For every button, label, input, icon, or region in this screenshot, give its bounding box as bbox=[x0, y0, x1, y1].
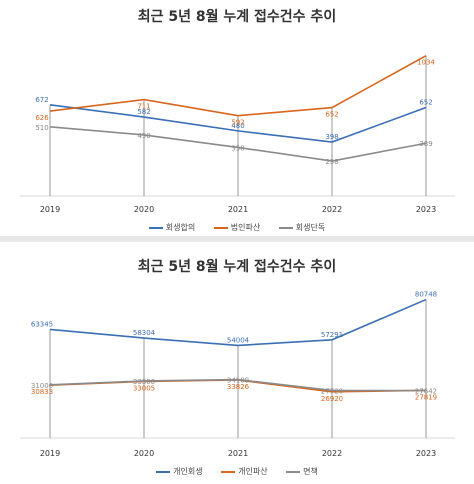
x-tick-label: 2022 bbox=[322, 205, 342, 214]
series-line-1 bbox=[49, 55, 427, 117]
data-label: 672 bbox=[35, 96, 48, 104]
legend-label: 회생합의 bbox=[165, 223, 196, 232]
x-tick-label: 2020 bbox=[134, 449, 154, 458]
x-tick-label: 2020 bbox=[134, 205, 154, 214]
data-label: 57291 bbox=[321, 331, 343, 339]
data-label: 30833 bbox=[31, 388, 53, 396]
data-label: 26920 bbox=[321, 395, 343, 403]
legend-swatch bbox=[278, 226, 293, 229]
data-label: 450 bbox=[137, 132, 150, 140]
data-label: 54004 bbox=[227, 336, 250, 344]
legend-label: 회생단독 bbox=[295, 223, 326, 232]
legend-swatch bbox=[156, 470, 171, 473]
line-chart-1: 2019 2020 2021 2022 2023 672 582 480 398 652 626 71… bbox=[20, 55, 455, 214]
legend-label: 법인파산 bbox=[230, 223, 261, 232]
data-label: 34100 bbox=[227, 377, 249, 385]
data-label: 398 bbox=[325, 133, 338, 141]
data-label: 63345 bbox=[31, 320, 53, 328]
data-label: 58304 bbox=[133, 329, 156, 337]
x-tick-label: 2022 bbox=[322, 449, 342, 458]
legend-swatch bbox=[148, 226, 163, 229]
x-tick-label: 2023 bbox=[416, 449, 436, 458]
data-label: 480 bbox=[231, 122, 244, 130]
x-tick-label: 2021 bbox=[228, 205, 248, 214]
series-line-0 bbox=[49, 298, 427, 347]
legend-label: 개인파산 bbox=[238, 467, 268, 476]
legend-swatch bbox=[221, 470, 236, 473]
series-line-2 bbox=[49, 378, 427, 392]
data-label: 358 bbox=[231, 144, 244, 152]
x-tick-label: 2023 bbox=[416, 205, 436, 214]
data-label: 27642 bbox=[415, 388, 437, 396]
x-tick-label: 2021 bbox=[228, 449, 248, 458]
x-tick-label: 2019 bbox=[40, 205, 60, 214]
data-label: 80748 bbox=[415, 291, 437, 299]
chart-title-2: 최근 5년 8월 누계 접수건수 추이 bbox=[137, 259, 337, 275]
data-label: 27819 bbox=[415, 393, 437, 401]
data-label: 652 bbox=[419, 99, 432, 107]
chart-title-1: 최근 5년 8월 누계 접수건수 추이 bbox=[137, 9, 337, 25]
data-label: 33826 bbox=[227, 383, 250, 391]
data-label: 652 bbox=[325, 111, 338, 119]
line-chart-2: 2019 2020 2021 2022 2023 63345 58304 54004 57291… bbox=[20, 291, 455, 458]
series-line-0 bbox=[49, 104, 427, 143]
legend-item-1-1: 법인파산 bbox=[213, 222, 261, 233]
data-label: 27720 bbox=[321, 387, 343, 395]
data-label: 1034 bbox=[417, 59, 435, 67]
data-label: 31000 bbox=[31, 382, 53, 390]
legend-item-2-2: 면책 bbox=[286, 466, 318, 477]
legend-2: 개인회생 개인파산 면책 bbox=[0, 466, 474, 477]
legend-item-1-0: 회생합의 bbox=[148, 222, 196, 233]
legend-item-2-1: 개인파산 bbox=[221, 466, 268, 477]
legend-item-1-2: 회생단독 bbox=[278, 222, 326, 233]
legend-label: 개인회생 bbox=[173, 467, 203, 476]
chart-panel-2: 최근 5년 8월 누계 접수건수 추이 2019 2020 2021 2022 2023… bbox=[0, 242, 474, 484]
series-line-2 bbox=[49, 126, 427, 162]
data-label: 592 bbox=[231, 119, 244, 127]
data-label: 33005 bbox=[133, 384, 155, 392]
chart-panel-1: 최근 5년 8월 누계 접수건수 추이 2019 2020 2021 2022 2023… bbox=[0, 0, 474, 236]
data-label: 33300 bbox=[133, 378, 155, 386]
data-label: 711 bbox=[137, 103, 150, 111]
data-label: 582 bbox=[137, 108, 150, 116]
legend-1: 회생합의 법인파산 회생단독 bbox=[0, 222, 474, 233]
x-tick-label: 2019 bbox=[40, 449, 60, 458]
legend-swatch bbox=[286, 470, 301, 473]
legend-swatch bbox=[213, 226, 228, 229]
legend-item-2-0: 개인회생 bbox=[156, 466, 203, 477]
panel-divider bbox=[0, 236, 474, 242]
data-label: 510 bbox=[35, 124, 48, 132]
data-label: 626 bbox=[35, 114, 49, 122]
data-label: 389 bbox=[419, 140, 432, 148]
legend-label: 면책 bbox=[303, 467, 318, 476]
data-label: 258 bbox=[325, 158, 338, 166]
